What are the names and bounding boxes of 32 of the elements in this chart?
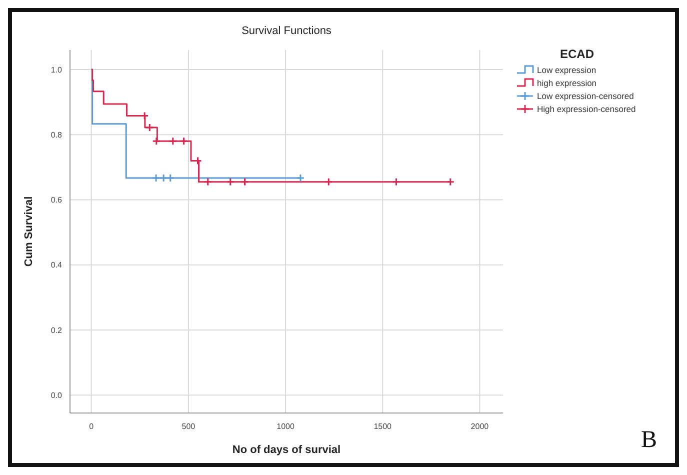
text: B	[640, 427, 658, 453]
point	[226, 178, 235, 186]
point	[204, 178, 212, 186]
point	[392, 178, 400, 186]
point	[152, 174, 160, 182]
legend-label: high expression	[537, 78, 597, 88]
point	[168, 136, 178, 146]
x-tick-label: 1500	[374, 422, 392, 431]
y-tick-label: 0.2	[50, 326, 63, 335]
point	[152, 136, 161, 146]
y-tick-label: 0.0	[50, 390, 63, 400]
x-tick-label: 1000	[276, 422, 295, 431]
y-tick-label: 0.6	[50, 196, 63, 205]
legend-label: Low expression-censored	[537, 90, 634, 101]
x-tick-label: 500	[182, 422, 196, 431]
point	[159, 174, 168, 182]
legend-label: High expression-censored	[537, 104, 636, 114]
point	[240, 178, 250, 186]
y-axis-title: Cum Survival	[23, 196, 35, 267]
y-tick-label: 1.0	[50, 65, 63, 74]
legend-label: Low expression	[537, 64, 596, 75]
chart-title: Survival Functions	[242, 25, 332, 37]
y-tick-label: 0.4	[50, 260, 63, 270]
legend-title: ECAD	[560, 47, 594, 61]
point	[180, 136, 188, 146]
point	[145, 123, 154, 132]
point	[166, 174, 175, 182]
x-tick-label: 2000	[470, 422, 490, 431]
point	[324, 178, 333, 186]
y-tick-label: 0.8	[50, 130, 63, 140]
x-axis-title: No of days of survial	[232, 444, 341, 456]
x-tick-label: 0	[89, 422, 94, 431]
